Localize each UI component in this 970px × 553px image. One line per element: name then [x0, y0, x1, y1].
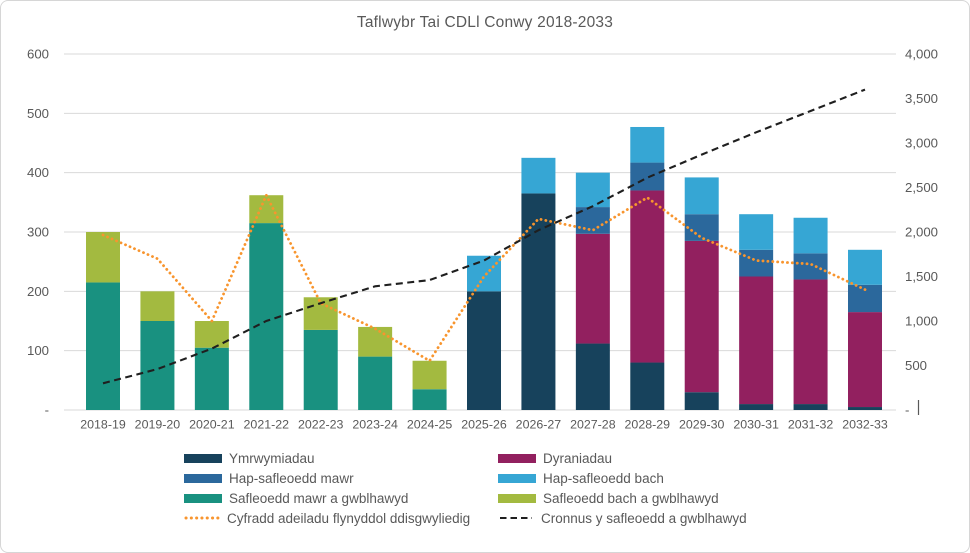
left-axis-tick-label: 100: [27, 343, 49, 358]
x-axis-category-label: 2019-20: [135, 418, 181, 432]
chart-title: Taflwybr Tai CDLl Conwy 2018-2033: [356, 14, 614, 31]
legend-color-swatch: [498, 473, 536, 483]
bar-segment[interactable]: [848, 249, 882, 285]
bar-segment[interactable]: [739, 404, 774, 410]
bar-segment[interactable]: [194, 347, 229, 410]
legend-label: Safleoedd mawr a gwblhawyd: [229, 490, 409, 506]
right-axis-tick-label: 1,500: [905, 269, 938, 284]
bar-segment[interactable]: [412, 360, 447, 390]
legend-label: Dyraniadau: [543, 450, 613, 466]
right-axis-tick-label: 3,500: [905, 91, 938, 106]
x-axis-category-label: 2022-23: [298, 418, 344, 432]
bar-segment[interactable]: [739, 249, 774, 277]
bar-segment[interactable]: [303, 329, 338, 410]
legend-color-swatch: [184, 453, 222, 463]
bar-segment[interactable]: [793, 279, 828, 405]
chart-legend: Ymrwymiadau Dyraniadau Hap-safleoedd mawr H…: [184, 448, 747, 528]
bar-segment[interactable]: [630, 126, 665, 163]
legend-color-swatch: [498, 453, 536, 463]
bar-segment[interactable]: [575, 233, 610, 344]
legend-line-swatch-dashed: [500, 517, 532, 519]
legend-item-hap-safleoedd-bach[interactable]: Hap-safleoedd bach: [498, 471, 664, 486]
legend-label: Safleoedd bach a gwblhawyd: [543, 490, 719, 506]
x-axis-category-label: 2023-24: [352, 418, 398, 432]
bar-segment[interactable]: [521, 157, 556, 194]
legend-item-cyfradd-adeiladu-flynyddol-ddisgwyliedig[interactable]: Cyfradd adeiladu flynyddol ddisgwyliedig: [184, 511, 498, 526]
dotted-line-series: [101, 191, 867, 363]
bar-segment[interactable]: [630, 162, 665, 191]
bar-segment[interactable]: [140, 321, 175, 410]
x-axis-category-label: 2029-30: [679, 418, 725, 432]
left-axis-tick-label: 300: [27, 225, 49, 240]
bar-segment[interactable]: [684, 240, 719, 393]
bar-segment[interactable]: [848, 312, 882, 408]
x-axis-category-label: 2027-28: [570, 418, 616, 432]
x-axis-category-label: 2020-21: [189, 418, 235, 432]
bar-segment[interactable]: [793, 217, 828, 254]
legend-label: Hap-safleoedd mawr: [229, 470, 354, 486]
left-axis-tick-label: 200: [27, 284, 49, 299]
bar-segment[interactable]: [467, 255, 501, 292]
legend-label: Ymrwymiadau: [229, 450, 315, 466]
bar-segment[interactable]: [575, 172, 610, 208]
bar-segment[interactable]: [848, 407, 882, 410]
legend-label: Hap-safleoedd bach: [543, 470, 664, 486]
x-axis-category-label: 2026-27: [516, 418, 562, 432]
right-axis-tick-label: 2,500: [905, 180, 938, 195]
legend-item-safleoedd-mawr-a-gwblhawyd[interactable]: Safleoedd mawr a gwblhawyd: [184, 491, 498, 506]
bar-segment[interactable]: [412, 389, 447, 410]
bar-segment[interactable]: [793, 253, 828, 280]
bar-segment[interactable]: [684, 177, 719, 215]
right-axis-tick-label: -: [905, 403, 909, 418]
legend-item-cronnus-y-safleoedd-a-gwblhawyd[interactable]: Cronnus y safleoedd a gwblhawyd: [498, 511, 747, 526]
left-axis-tick-label: 500: [27, 106, 49, 121]
right-axis-tick-label: 4,000: [905, 47, 938, 62]
legend-color-swatch: [184, 473, 222, 483]
chart-canvas: 600 500 400 300 200 100 - 4,000 3,500 3,000 2,500 2…: [27, 47, 938, 432]
left-axis-tick-label: 600: [27, 47, 49, 62]
dashed-line-series: [102, 88, 866, 385]
x-axis-category-label: 2025-26: [461, 418, 507, 432]
bar-segment[interactable]: [630, 362, 665, 410]
bar-segment[interactable]: [793, 404, 828, 410]
legend-line-swatch-dotted: [184, 516, 220, 520]
x-axis-category-label: 2028-29: [625, 418, 671, 432]
bar-segment[interactable]: [358, 356, 393, 410]
bar-segment[interactable]: [467, 291, 501, 410]
right-axis-tick-label: 500: [905, 358, 927, 373]
bar-segment[interactable]: [575, 343, 610, 410]
x-axis-category-label: 2018-19: [80, 418, 126, 432]
legend-color-swatch: [498, 493, 536, 503]
bar-segment[interactable]: [630, 190, 665, 363]
bar-segment[interactable]: [739, 214, 774, 250]
x-axis-category-label: 2024-25: [407, 418, 453, 432]
x-axis-category-label: 2032-33: [842, 418, 888, 432]
legend-item-safleoedd-bach-a-gwblhawyd[interactable]: Safleoedd bach a gwblhawyd: [498, 491, 719, 506]
bar-segment[interactable]: [739, 276, 774, 405]
right-axis-tick-label: 3,000: [905, 136, 938, 151]
bar-segment[interactable]: [358, 326, 393, 357]
x-axis-category-label: 2021-22: [244, 418, 290, 432]
legend-label: Cyfradd adeiladu flynyddol ddisgwyliedig: [227, 510, 471, 526]
x-axis-category-label: 2030-31: [733, 418, 779, 432]
bar-segment[interactable]: [140, 291, 175, 321]
legend-color-swatch: [184, 493, 222, 503]
legend-item-dyraniadau[interactable]: Dyraniadau: [498, 451, 612, 466]
bar-segment[interactable]: [86, 232, 120, 283]
bar-segment[interactable]: [684, 392, 719, 410]
legend-item-hap-safleoedd-mawr[interactable]: Hap-safleoedd mawr: [184, 471, 498, 486]
right-axis-tick-label: 1,000: [905, 314, 938, 329]
x-axis-category-label: 2031-32: [788, 418, 834, 432]
left-axis-tick-label: -: [45, 403, 49, 418]
legend-item-ymrwymiadau[interactable]: Ymrwymiadau: [184, 451, 498, 466]
bar-segment[interactable]: [684, 214, 719, 241]
legend-label: Cronnus y safleoedd a gwblhawyd: [541, 510, 747, 526]
bar-segment[interactable]: [86, 282, 120, 410]
bar-segment[interactable]: [249, 195, 284, 224]
right-axis-tick-label: 2,000: [905, 225, 938, 240]
left-axis-tick-label: 400: [27, 165, 49, 180]
